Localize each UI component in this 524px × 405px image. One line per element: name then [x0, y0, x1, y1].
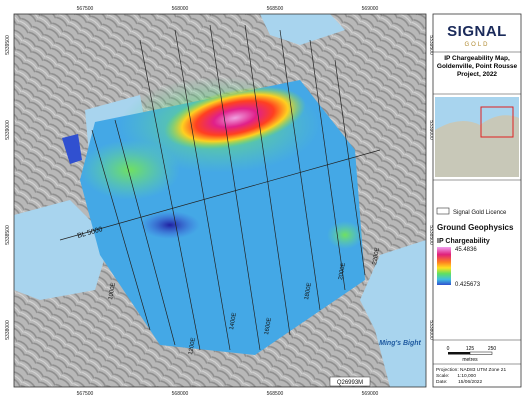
- survey-lines: [59, 24, 381, 351]
- line-label: 2000E: [338, 262, 347, 280]
- map-id-box: [329, 376, 371, 387]
- section-label: Ground Geophysics: [437, 223, 514, 232]
- color-ramp: [437, 247, 451, 285]
- ramp-max: 45.4836: [455, 247, 477, 253]
- map-body: [14, 14, 426, 387]
- licence-label: Signal Gold Licence: [453, 210, 507, 216]
- legend-panel: [432, 13, 522, 388]
- scale-bar: [448, 351, 493, 355]
- northing-label: 5339000: [5, 120, 11, 140]
- legend-title: IP Chargeability Map, Goldenville, Point…: [436, 55, 518, 78]
- line-label: 1800E: [304, 282, 313, 300]
- scale-tick: 0: [447, 346, 450, 352]
- map-id: Q26993M: [337, 380, 363, 386]
- easting-label: 569000: [362, 391, 379, 397]
- line-label: 1600E: [264, 317, 273, 335]
- layer-label: IP Chargeability: [437, 238, 490, 245]
- northing-label: 5339500: [428, 35, 434, 55]
- northing-label: 5338000: [428, 320, 434, 340]
- easting-label: 568500: [267, 6, 284, 12]
- line-label: 1200E: [188, 337, 197, 355]
- logo-sub: GOLD: [464, 42, 489, 48]
- line-label: 2200E: [372, 247, 381, 265]
- inset-land: [435, 115, 519, 177]
- scale-text: Scale: 1:10,000: [436, 373, 476, 379]
- easting-label: 567500: [77, 391, 94, 397]
- ip-low: [140, 211, 200, 239]
- ip-area: [62, 134, 82, 164]
- northing-label: 5338000: [5, 320, 11, 340]
- water: [360, 240, 426, 387]
- date: Date: 15/06/2022: [436, 379, 482, 385]
- ip-anomaly: [327, 221, 363, 249]
- licence-swatch: [436, 207, 450, 215]
- ramp-min: 0.425673: [455, 282, 481, 288]
- easting-label: 568000: [172, 6, 189, 12]
- northing-label: 5339500: [5, 35, 11, 55]
- logo: SIGNAL: [447, 23, 507, 40]
- northing-label: 5338500: [5, 225, 11, 245]
- ip-anomaly: [164, 86, 306, 150]
- scale-tick: 125: [466, 346, 475, 352]
- northing-label: 5338500: [428, 225, 434, 245]
- line-label: 1000E: [108, 282, 117, 300]
- place-label: Ming's Bight: [379, 340, 421, 347]
- scale-tick: 250: [488, 346, 497, 352]
- easting-label: 567500: [77, 6, 94, 12]
- projection: Projection: NAD83 UTM Zone 21: [436, 367, 506, 373]
- water: [14, 200, 110, 300]
- map-border: [13, 13, 427, 388]
- inset-extent: [480, 106, 514, 138]
- line-label: 1400E: [229, 312, 238, 330]
- northing-label: 5339000: [428, 120, 434, 140]
- easting-label: 569000: [362, 6, 379, 12]
- scale-unit: metres: [462, 357, 478, 363]
- easting-label: 568500: [267, 391, 284, 397]
- easting-label: 568000: [172, 391, 189, 397]
